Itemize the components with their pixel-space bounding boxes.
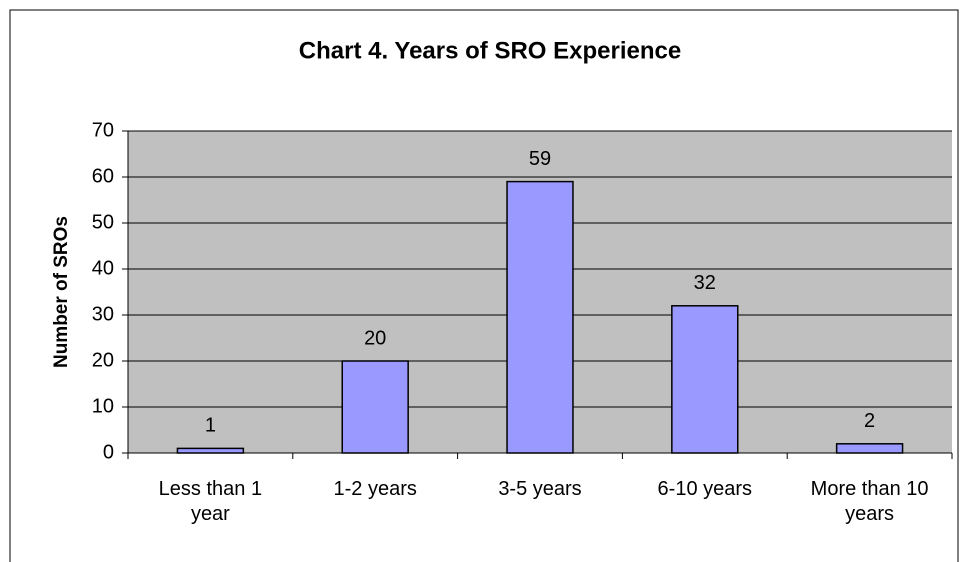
x-tick-label: 3-5 years [498,478,582,500]
y-tick-label: 0 [103,441,114,463]
x-tick-label: More than 10 years [810,478,929,525]
data-label: 32 [694,272,716,294]
data-label: 59 [529,148,551,170]
bar [176,447,245,454]
data-label: 20 [364,327,386,349]
bar [506,180,574,454]
bar [341,360,409,454]
y-tick-label: 40 [92,257,114,279]
y-tick-label: 30 [92,303,114,325]
y-tick-label: 10 [92,395,114,417]
chart-border [9,9,959,562]
y-tick-label: 50 [92,211,114,233]
chart-title: Chart 4. Years of SRO Experience [299,37,681,64]
x-tick-label: 1-2 years [333,478,417,500]
y-axis-label: Number of SROs [51,216,72,368]
x-tick-label: Less than 1 year [158,478,263,525]
bar [835,443,904,454]
data-label: 1 [205,415,216,437]
y-tick-label: 60 [92,165,114,187]
x-tick-label: 6-10 years [657,478,753,500]
y-tick-label: 70 [92,119,114,141]
bar [671,305,739,454]
y-tick-label: 20 [92,349,114,371]
data-label: 2 [864,410,875,432]
